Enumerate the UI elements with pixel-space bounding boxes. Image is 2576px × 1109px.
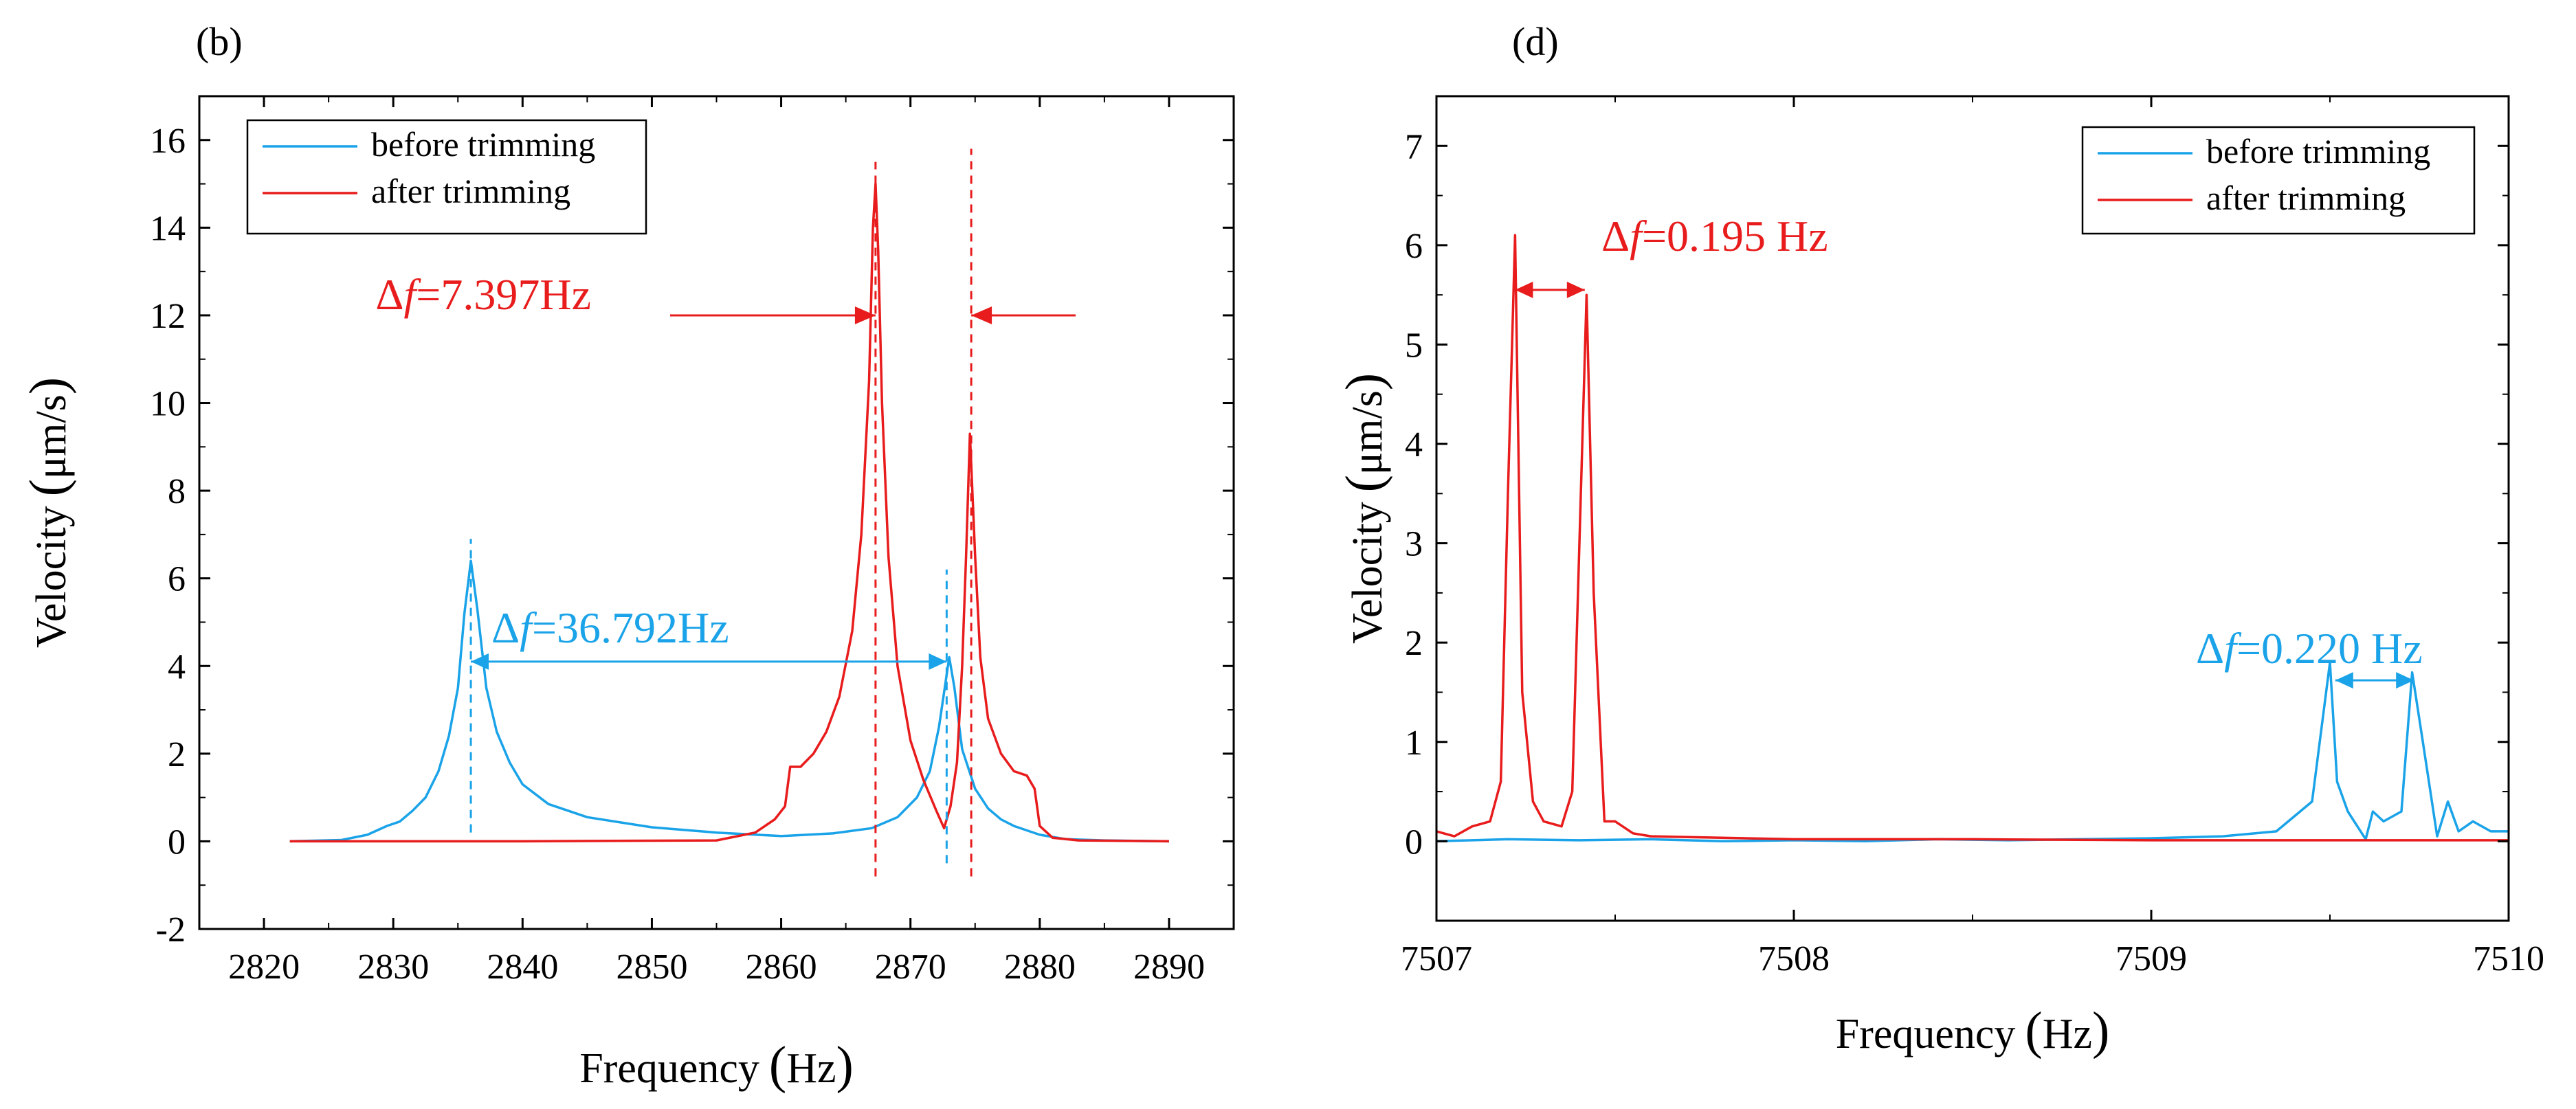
y-tick-label: 0: [168, 822, 186, 862]
y-tick-label: 4: [168, 647, 186, 686]
x-tick-label: 7507: [1401, 939, 1472, 978]
annotation-text: Δf=0.195 Hz: [1601, 212, 1828, 260]
y-tick-label: 1: [1405, 724, 1423, 763]
y-axis-label-b: Velocity(μm/s): [19, 377, 77, 648]
annotation-arrowhead: [1566, 281, 1585, 298]
series-line-before: [1436, 661, 2509, 843]
legend-d: before trimming after trimming: [2081, 126, 2476, 235]
y-tick-label: 2: [1405, 624, 1423, 663]
x-tick-label: 2860: [746, 948, 817, 987]
y-tick-label: 3: [1405, 525, 1423, 564]
legend-label-after: after trimming: [371, 172, 570, 210]
annotation-text: Δf=0.220 Hz: [2196, 624, 2423, 673]
x-tick-label: 7510: [2473, 939, 2544, 978]
y-tick-label: 0: [1405, 822, 1423, 862]
y-tick-label: 6: [1405, 227, 1423, 266]
y-tick-label: 10: [150, 385, 186, 424]
series-line-after: [1436, 234, 2509, 842]
annotation-arrowhead: [854, 306, 876, 324]
y-tick-label: 7: [1405, 127, 1423, 166]
x-tick-label: 7509: [2116, 939, 2187, 978]
x-tick-label: 2850: [616, 948, 687, 987]
y-tick-label: 5: [1405, 326, 1423, 365]
chart-panel-d: (d) Δf=0.195 Hz Δf=0.220 Hz 7507 7508 7509 7…: [1335, 19, 2544, 1060]
y-tick-label: 6: [168, 560, 186, 599]
y-tick-label: -2: [156, 910, 186, 950]
legend-label-after: after trimming: [2206, 179, 2406, 217]
annotation-arrowhead: [929, 653, 947, 670]
annotation-arrowhead: [471, 653, 489, 670]
x-tick-label: 2880: [1004, 948, 1076, 987]
legend-label-before: before trimming: [2206, 132, 2430, 170]
y-tick-label: 16: [150, 122, 186, 161]
panel-label-b: (b): [196, 19, 243, 64]
legend-box: [2081, 126, 2476, 235]
series-line-after: [289, 182, 1169, 843]
x-tick-label: 2840: [487, 948, 558, 987]
x-tick-label: 2830: [357, 948, 429, 987]
legend-b: before trimming after trimming: [246, 119, 647, 235]
x-tick-label: 2890: [1133, 948, 1205, 987]
legend-box: [246, 119, 647, 235]
panel-label-d: (d): [1512, 19, 1559, 64]
series-line-before: [289, 559, 1169, 843]
y-tick-label: 12: [150, 297, 186, 336]
y-tick-label: 8: [168, 472, 186, 511]
annotation-arrowhead: [971, 306, 992, 324]
y-axis-label-d: Velocity(μm/s): [1335, 373, 1393, 644]
annotation-arrowhead: [2396, 672, 2414, 689]
annotation-arrowhead: [2335, 672, 2353, 689]
y-tick-label: 2: [168, 735, 186, 774]
annotation-arrowhead: [1515, 281, 1533, 298]
annotation-text: Δf=7.397Hz: [375, 270, 591, 319]
legend-label-before: before trimming: [371, 125, 595, 164]
x-axis-label-b: Frequency (Hz): [579, 1036, 854, 1094]
x-tick-label: 2870: [875, 948, 946, 987]
annotation-text: Δf=36.792Hz: [491, 603, 729, 652]
x-axis-label-d: Frequency (Hz): [1836, 1002, 2110, 1060]
y-tick-label: 4: [1405, 425, 1423, 464]
x-tick-label: 7508: [1758, 939, 1830, 978]
x-tick-label: 2820: [228, 948, 300, 987]
y-tick-label: 14: [150, 209, 186, 248]
